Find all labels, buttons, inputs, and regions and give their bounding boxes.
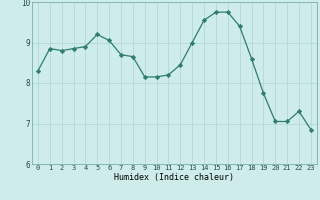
X-axis label: Humidex (Indice chaleur): Humidex (Indice chaleur): [115, 173, 234, 182]
